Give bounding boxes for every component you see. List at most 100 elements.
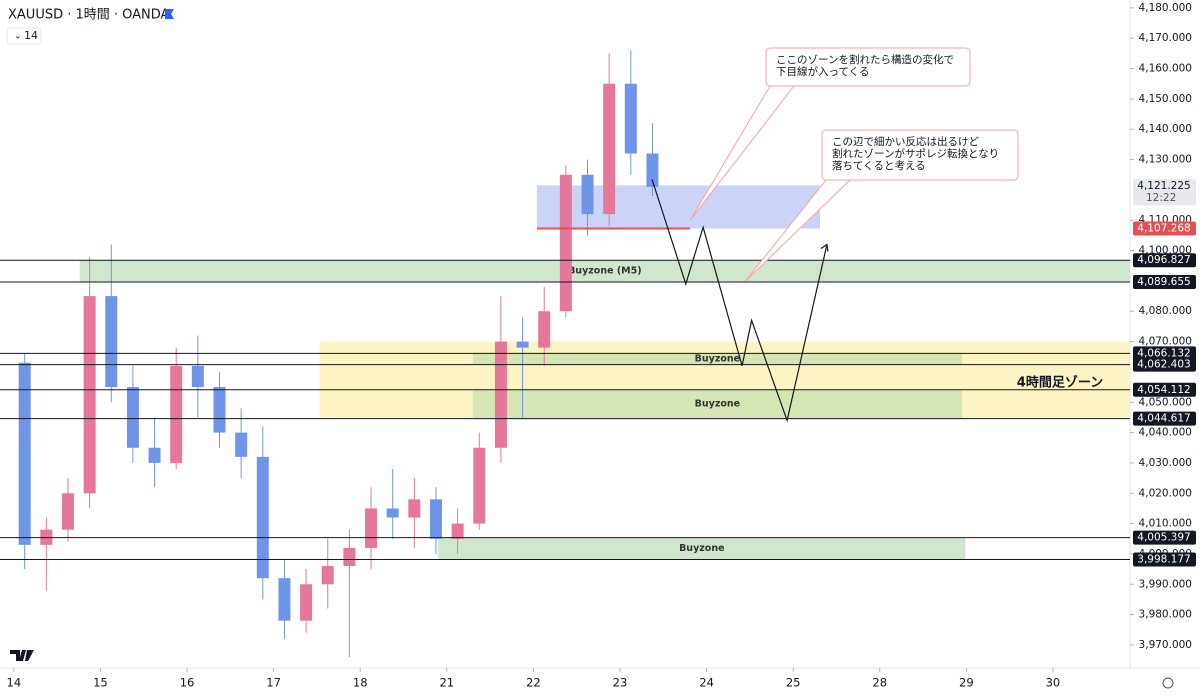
y-tick-label: 4,150.000 xyxy=(1139,93,1192,105)
countdown-label: 12:22 xyxy=(1146,192,1176,204)
candle-body xyxy=(321,566,334,585)
candle-body xyxy=(408,499,421,518)
callout-pointer xyxy=(745,179,851,282)
y-tick-label: 3,970.000 xyxy=(1139,639,1192,651)
tv-logo xyxy=(10,650,34,661)
y-tick-label: 4,180.000 xyxy=(1139,2,1192,14)
support-tag xyxy=(1133,221,1196,236)
level-tag-label: 4,062.403 xyxy=(1137,359,1190,371)
x-tick-label: 25 xyxy=(786,676,801,690)
x-tick-label: 14 xyxy=(7,676,22,690)
y-tick-label: 4,040.000 xyxy=(1139,427,1192,439)
y-tick-label: 3,990.000 xyxy=(1139,578,1192,590)
candle-body xyxy=(559,174,572,312)
zone xyxy=(438,537,966,560)
candle-body xyxy=(83,296,96,494)
level-tag-label: 4,005.397 xyxy=(1137,532,1190,544)
level-tag xyxy=(1133,411,1196,426)
callout-box xyxy=(821,129,1019,181)
candle-body xyxy=(126,387,139,448)
callout-box xyxy=(765,47,971,87)
candle-body xyxy=(256,456,269,579)
plot: Buyzone (M5) Buyzone Buyzone Buyzone xyxy=(18,50,1131,658)
callout-text: 割れたゾーンがサポレジ転換となり xyxy=(832,147,999,160)
candle-body xyxy=(191,365,204,388)
y-tick-label: 4,160.000 xyxy=(1139,63,1192,75)
zone-label: Buyzone xyxy=(695,399,740,410)
level-tag-label: 3,998.177 xyxy=(1137,553,1190,565)
callout-pointer xyxy=(689,85,795,221)
y-tick-label: 4,030.000 xyxy=(1139,457,1192,469)
x-tick-label: 30 xyxy=(1046,676,1061,690)
x-tick-label: 23 xyxy=(613,676,628,690)
zone xyxy=(472,353,963,365)
candle-body xyxy=(473,447,486,524)
flag-icon xyxy=(165,9,174,19)
zone-label: Buyzone xyxy=(695,353,740,364)
level-tag xyxy=(1133,253,1196,268)
candle-body xyxy=(105,296,118,388)
x-tick-label: 18 xyxy=(353,676,368,690)
last-price-label: 4,121.225 xyxy=(1137,180,1190,192)
y-tick-label: 4,070.000 xyxy=(1139,336,1192,348)
candle-body xyxy=(61,493,74,530)
y-tick-label: 4,020.000 xyxy=(1139,487,1192,499)
candle-body xyxy=(429,499,442,539)
x-tick-label: 28 xyxy=(872,676,887,690)
y-tick-label: 4,050.000 xyxy=(1139,396,1192,408)
x-tick-label: 17 xyxy=(266,676,281,690)
level-tag xyxy=(1133,274,1196,289)
candle-body xyxy=(386,508,399,518)
candle-body xyxy=(235,432,248,457)
candle-body xyxy=(516,341,529,348)
level-tag xyxy=(1133,382,1196,397)
callout-text: 落ちてくると考える xyxy=(832,160,926,172)
candle-body xyxy=(365,508,378,548)
projection-path xyxy=(651,179,828,423)
projection-arrow xyxy=(820,243,829,252)
candle-body xyxy=(343,547,356,567)
x-tick-label: 22 xyxy=(526,676,541,690)
zone xyxy=(536,185,821,229)
chart-title: XAUUSD · 1時間 · OANDA xyxy=(8,8,170,23)
level-tag xyxy=(1133,530,1196,545)
callout-text: ここのゾーンを割れたら構造の変化で xyxy=(776,53,954,66)
candle-body xyxy=(148,447,161,463)
callout-text: 下目線が入ってくる xyxy=(776,65,869,78)
level-tag xyxy=(1133,357,1196,372)
candle-body xyxy=(538,311,551,348)
candle-body xyxy=(603,83,616,215)
candle-body xyxy=(451,523,464,539)
level-tag-label: 4,096.827 xyxy=(1137,254,1190,266)
candle-body xyxy=(494,341,507,448)
candle-body xyxy=(300,584,313,621)
level-tag xyxy=(1133,552,1196,567)
candle-body xyxy=(278,578,291,621)
candle-body xyxy=(213,387,226,433)
y-tick-label: 4,170.000 xyxy=(1139,32,1192,44)
level-tag-label: 4,044.617 xyxy=(1137,413,1190,425)
y-tick-label: 4,010.000 xyxy=(1139,518,1192,530)
x-tick-label: 16 xyxy=(180,676,195,690)
y-tick-label: 4,130.000 xyxy=(1139,154,1192,166)
last-price-tag xyxy=(1133,179,1196,206)
candle-body xyxy=(18,362,31,545)
support-tag-label: 4,107.268 xyxy=(1137,223,1190,235)
input-box[interactable] xyxy=(6,27,42,45)
input-label: 14 xyxy=(24,29,38,42)
settings-icon[interactable] xyxy=(1162,677,1174,689)
y-tick-label: 3,980.000 xyxy=(1139,609,1192,621)
candle-body xyxy=(646,153,659,187)
x-tick-label: 15 xyxy=(93,676,108,690)
input-chevron: ⌄ xyxy=(14,32,22,42)
x-tick-label: 29 xyxy=(959,676,974,690)
level-tag xyxy=(1133,346,1196,361)
level-tag-label: 4,066.132 xyxy=(1137,347,1190,359)
x-tick-label: 21 xyxy=(439,676,454,690)
zone xyxy=(79,260,1130,282)
level-tag-label: 4,089.655 xyxy=(1137,276,1190,288)
candle-body xyxy=(624,83,637,154)
zone-label: Buyzone xyxy=(679,543,724,554)
zone-note: 4時間足ゾーン xyxy=(1017,375,1103,391)
